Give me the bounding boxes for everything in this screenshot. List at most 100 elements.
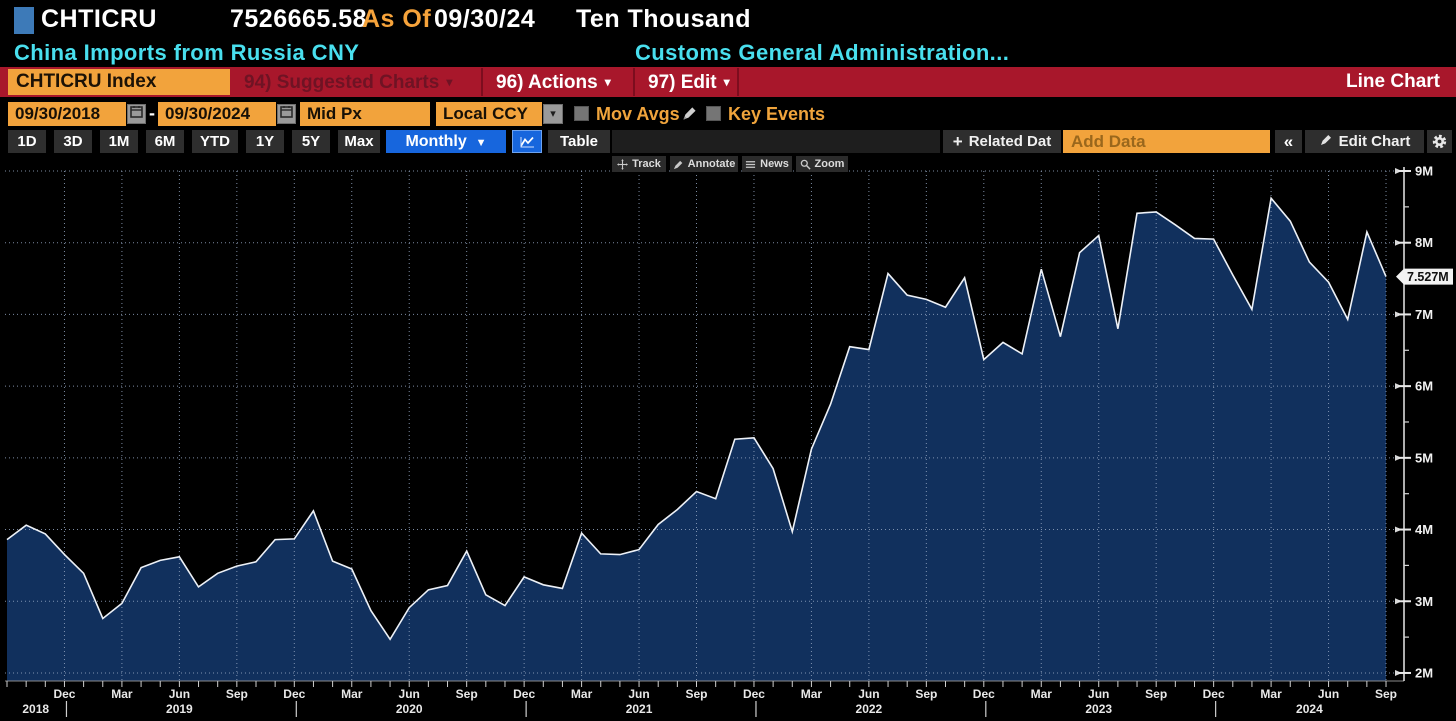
calendar-icon[interactable] [277,104,296,124]
calendar-icon[interactable] [127,104,146,124]
ticker-search-box[interactable]: CHTICRU Index [8,69,230,95]
range-tab-ytd[interactable]: YTD [192,130,238,153]
range-tab-3d[interactable]: 3D [54,130,92,153]
x-year-label: 2023 [1085,702,1112,716]
move-cross-icon [617,158,629,170]
x-quarter-label: Jun [1318,687,1339,701]
y-tick-label: 9M [1415,164,1433,179]
last-value: 7526665.58 [230,5,368,33]
y-tick-label: 4M [1415,522,1433,537]
price-field-input[interactable]: Mid Px [300,102,430,126]
chart-controls-row: 09/30/2018 - 09/30/2024 Mid Px Local CCY… [0,100,1456,128]
range-tab-1y[interactable]: 1Y [246,130,284,153]
x-quarter-label: Sep [456,687,478,701]
mov-avgs-label: Mov Avgs [596,104,680,124]
last-price-arrow [1396,268,1404,285]
as-of-label: As Of [362,5,432,33]
security-summary-row: CHTICRU 7526665.58 As Of 09/30/24 Ten Th… [0,0,1456,38]
key-events-checkbox[interactable] [706,106,721,121]
mov-avgs-checkbox[interactable] [574,106,589,121]
currency-dropdown-button[interactable]: ▾ [543,104,563,124]
line-chart-icon[interactable] [512,130,542,153]
security-color-swatch [14,7,34,34]
related-data-button[interactable]: + Related Dat [943,130,1061,153]
gear-icon[interactable] [1427,130,1452,153]
date-from-input[interactable]: 09/30/2018 [8,102,126,126]
double-chevron-left-icon: « [1283,131,1294,151]
range-tab-max[interactable]: Max [338,130,380,153]
range-tab-1m[interactable]: 1M [100,130,138,153]
y-tick-label: 2M [1415,665,1433,680]
chevron-down-icon: ▾ [723,75,730,89]
series-line [6,196,1387,641]
chart-toolbar-row: 1D 3D 1M 6M YTD 1Y 5Y Max Monthly ▼ Tabl… [0,128,1456,155]
annotate-pencil-icon [673,160,683,169]
last-price-tag [1404,268,1453,285]
x-year-label: 2019 [166,702,193,716]
edit-chart-button[interactable]: Edit Chart [1305,130,1424,153]
range-tab-6m[interactable]: 6M [146,130,184,153]
x-quarter-label: Sep [226,687,248,701]
x-quarter-label: Sep [1375,687,1397,701]
period-select[interactable]: Monthly ▼ [386,130,506,153]
toolbar-spacer [612,130,940,153]
menu-edit[interactable]: 97) Edit ▾ [648,72,730,93]
x-quarter-label: Sep [915,687,937,701]
x-year-label: 2018 [22,702,49,716]
add-data-input[interactable]: Add Data [1063,130,1270,153]
security-name-row: China Imports from Russia CNY Customs Ge… [0,38,1456,67]
y-tick-label: 8M [1415,235,1433,250]
track-button[interactable]: Track [612,156,666,172]
chart-type-label: Line Chart [1346,71,1440,92]
range-tab-5y[interactable]: 5Y [292,130,330,153]
menu-bar: CHTICRU Index 94) Suggested Charts ▾ 96) … [0,67,1456,97]
news-button[interactable]: News [742,156,792,172]
zoom-button[interactable]: Zoom [796,156,848,172]
x-quarter-label: Mar [341,687,363,701]
menu-divider [481,68,483,96]
date-to-input[interactable]: 09/30/2024 [158,102,276,126]
x-year-label: 2020 [396,702,423,716]
series-area [7,198,1386,681]
date-range-separator: - [149,103,156,123]
x-quarter-label: Jun [399,687,420,701]
pencil-icon[interactable] [681,105,698,127]
x-quarter-label: Dec [973,687,995,701]
table-button[interactable]: Table [548,130,610,153]
x-year-label: 2022 [856,702,883,716]
x-quarter-label: Dec [743,687,765,701]
data-source: Customs General Administration... [635,40,1010,65]
menu-suggested-charts[interactable]: 94) Suggested Charts ▾ [244,72,453,93]
x-quarter-label: Dec [513,687,535,701]
currency-select[interactable]: Local CCY [436,102,542,126]
x-quarter-label: Jun [169,687,190,701]
unit-label: Ten Thousand [576,5,751,33]
x-quarter-label: Jun [1088,687,1109,701]
range-tab-1d[interactable]: 1D [8,130,46,153]
x-quarter-label: Dec [53,687,75,701]
annotate-button[interactable]: Annotate [670,156,738,172]
chart-canvas[interactable]: 9M 8M 7M 6M 5M 4M 3M 2M Dec Mar Jun Sep Dec Mar Jun Sep… [0,155,1456,721]
x-quarter-label: Sep [1145,687,1167,701]
plus-icon: + [952,131,963,151]
x-quarter-label: Dec [283,687,305,701]
chevron-down-icon: ▼ [475,137,487,149]
menu-actions[interactable]: 96) Actions ▾ [496,72,611,93]
chevron-down-icon: ▾ [604,75,611,89]
x-quarter-label: Mar [571,687,593,701]
x-quarter-label: Jun [858,687,879,701]
x-year-label: 2021 [626,702,653,716]
collapse-panel-button[interactable]: « [1275,130,1302,153]
pencil-icon [1319,133,1333,151]
x-quarter-label: Jun [628,687,649,701]
x-quarter-label: Mar [111,687,133,701]
menu-divider [633,68,635,96]
key-events-label: Key Events [728,104,826,124]
y-tick-label: 3M [1415,594,1433,609]
ticker: CHTICRU [41,5,157,33]
magnifier-icon [800,159,811,170]
security-name: China Imports from Russia CNY [14,40,360,65]
x-quarter-label: Mar [801,687,823,701]
y-tick-label: 5M [1415,450,1433,465]
